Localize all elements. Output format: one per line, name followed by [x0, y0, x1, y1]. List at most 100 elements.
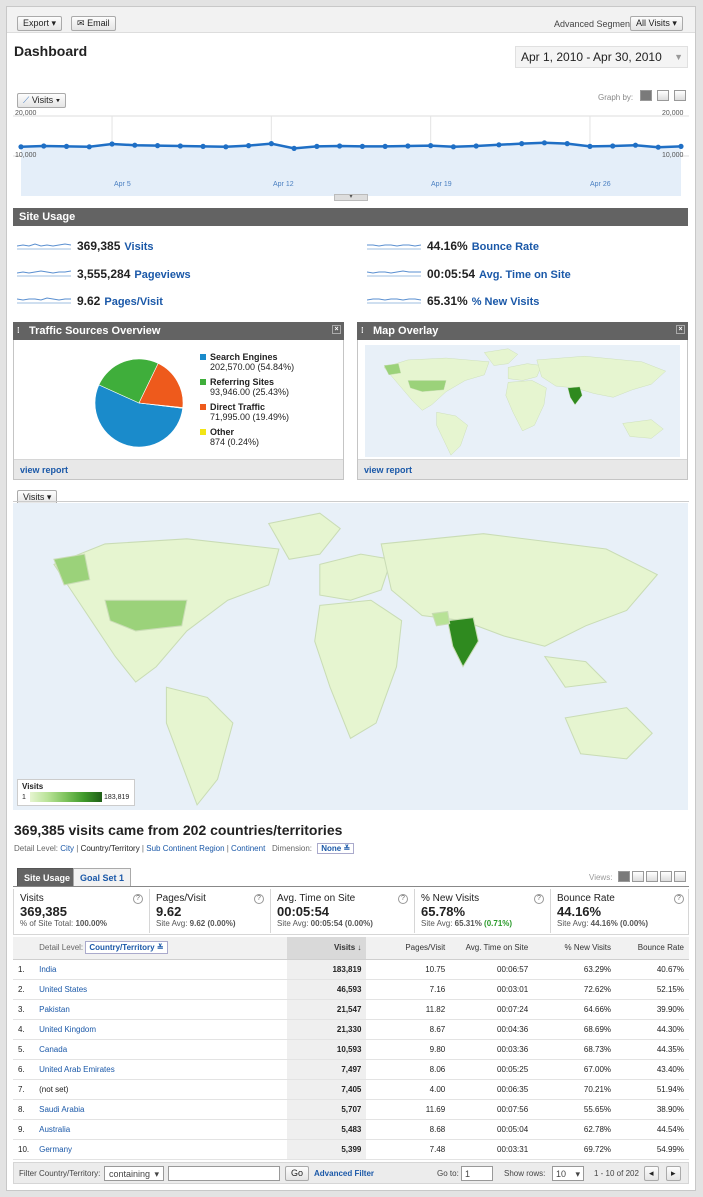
table-dimension-value: Country/Territory	[89, 943, 155, 953]
show-rows-select[interactable]: 10 ▾	[552, 1166, 584, 1181]
col-header-visits[interactable]: Visits ↓	[286, 937, 367, 960]
map-divider	[13, 501, 689, 502]
visits-point	[132, 142, 138, 148]
graph-by-month-icon[interactable]	[674, 90, 686, 101]
metric-avg-time-label[interactable]: Avg. Time on Site	[479, 269, 571, 281]
col-header-pages-per-visit[interactable]: Pages/Visit	[366, 937, 451, 960]
detail-subcontinent-link[interactable]: Sub Continent Region	[146, 844, 225, 853]
row-country-link[interactable]: Pakistan	[34, 999, 287, 1020]
legend-value: 202,570.00 (54.84%)	[210, 362, 295, 372]
help-icon[interactable]: ?	[674, 894, 684, 904]
row-pages-per-visit: 8.68	[366, 1119, 451, 1140]
email-button[interactable]: ✉ Email	[71, 16, 116, 31]
top-toolbar	[7, 7, 695, 33]
graph-metric-select[interactable]: ⟋ Visits ▾	[17, 93, 67, 108]
row-rank: 4.	[13, 1019, 35, 1040]
tab-goal-set-1[interactable]: Goal Set 1	[73, 868, 132, 886]
pie-slice-search-engines[interactable]	[94, 384, 184, 448]
row-new-visits: 72.62%	[533, 979, 617, 1000]
visits-series-line	[20, 141, 682, 150]
legend-name[interactable]: Direct Traffic	[210, 402, 266, 412]
x-label-apr12: Apr 12	[273, 181, 294, 188]
map-overlay-panel: ⁞ Map Overlay × view report	[357, 322, 688, 480]
dimension-select[interactable]: None ≚	[317, 843, 355, 854]
legend-name[interactable]: Search Engines	[210, 352, 278, 362]
view-comparison-icon[interactable]	[660, 871, 672, 882]
filter-go-button[interactable]: Go	[285, 1166, 310, 1181]
traffic-view-report-link[interactable]: view report	[20, 465, 69, 475]
row-country-link[interactable]: (not set)	[34, 1079, 287, 1100]
metric-bounce-rate-label[interactable]: Bounce Rate	[471, 241, 539, 253]
stat-visits: Visits 369,385% of Site Total: 100.00%?	[14, 889, 150, 933]
pie-slice-referring-sites[interactable]	[98, 358, 159, 404]
row-country-link[interactable]: United Arab Emirates	[34, 1059, 287, 1080]
world-map[interactable]	[13, 503, 688, 810]
row-country-link[interactable]: Germany	[34, 1139, 287, 1160]
row-country-link[interactable]: United States	[34, 979, 287, 1000]
legend-swatch	[200, 429, 206, 435]
graph-by-label: Graph by:	[598, 93, 634, 102]
metric-pages-per-visit-label[interactable]: Pages/Visit	[104, 296, 163, 308]
view-performance-icon[interactable]	[646, 871, 658, 882]
row-rank: 2.	[13, 979, 35, 1000]
metric-new-visits-label[interactable]: % New Visits	[471, 296, 540, 308]
filter-input[interactable]	[168, 1166, 280, 1181]
table-row: 4. United Kingdom 21,330 8.67 00:04:36 68.69%…	[13, 1019, 689, 1040]
row-country-link[interactable]: India	[34, 959, 287, 980]
prev-page-button[interactable]: ◂	[644, 1166, 659, 1181]
detail-city-link[interactable]: City	[60, 844, 75, 853]
detail-continent-link[interactable]: Continent	[231, 844, 266, 853]
legend-name[interactable]: Other	[210, 427, 235, 437]
drag-handle-icon[interactable]: ⁞	[361, 326, 364, 335]
map-view-report-link[interactable]: view report	[364, 465, 413, 475]
row-visits: 7,405	[286, 1079, 367, 1100]
row-country-link[interactable]: United Kingdom	[34, 1019, 287, 1040]
metric-visits-label[interactable]: Visits	[124, 241, 154, 253]
col-header-new-visits[interactable]: % New Visits	[533, 937, 617, 960]
row-bounce-rate: 52.15%	[616, 979, 689, 1000]
graph-collapse-handle[interactable]: ▾	[334, 194, 368, 201]
view-table-icon[interactable]	[618, 871, 630, 882]
col-header-avg-time[interactable]: Avg. Time on Site	[450, 937, 534, 960]
view-pivot-icon[interactable]	[674, 871, 686, 882]
visits-point	[268, 141, 274, 147]
map-legend-max: 183,819	[104, 794, 130, 801]
tab-site-usage[interactable]: Site Usage	[17, 868, 78, 886]
help-icon[interactable]: ?	[398, 894, 408, 904]
col-header-bounce-rate[interactable]: Bounce Rate	[616, 937, 689, 960]
legend-swatch	[200, 379, 206, 385]
next-page-button[interactable]: ▸	[666, 1166, 681, 1181]
segments-select[interactable]: All Visits ▾	[630, 16, 683, 31]
pageviews-sparkline	[17, 270, 71, 277]
drag-handle-icon[interactable]: ⁞	[17, 326, 20, 335]
row-rank: 9.	[13, 1119, 35, 1140]
row-avg-time: 00:03:36	[450, 1039, 534, 1060]
legend-referring-sites: Referring Sites 93,946.00 (25.43%)	[200, 377, 289, 397]
detail-country-current: Country/Territory	[80, 844, 140, 853]
row-country-link[interactable]: Canada	[34, 1039, 287, 1060]
filter-mode-select[interactable]: containing ▾	[104, 1166, 164, 1181]
metric-pageviews-label[interactable]: Pageviews	[134, 269, 191, 281]
legend-name[interactable]: Referring Sites	[210, 377, 275, 387]
advanced-filter-link[interactable]: Advanced Filter	[314, 1169, 375, 1178]
metric-new-visits: 65.31%% New Visits	[427, 294, 539, 308]
help-icon[interactable]: ?	[133, 894, 143, 904]
close-icon[interactable]: ×	[676, 325, 685, 334]
help-icon[interactable]: ?	[534, 894, 544, 904]
visits-point	[450, 144, 457, 150]
pie-slice-direct-traffic[interactable]	[138, 363, 184, 408]
row-country-link[interactable]: Australia	[34, 1119, 287, 1140]
graph-by-day-icon[interactable]	[640, 90, 652, 101]
row-avg-time: 00:03:01	[450, 979, 534, 1000]
pie-slice-other[interactable]	[138, 402, 184, 409]
goto-input[interactable]: 1	[461, 1166, 493, 1181]
mini-world-map[interactable]	[365, 345, 680, 457]
view-pie-icon[interactable]	[632, 871, 644, 882]
help-icon[interactable]: ?	[254, 894, 264, 904]
date-range-picker[interactable]: Apr 1, 2010 - Apr 30, 2010 ▼	[515, 46, 688, 68]
close-icon[interactable]: ×	[332, 325, 341, 334]
row-country-link[interactable]: Saudi Arabia	[34, 1099, 287, 1120]
export-button[interactable]: Export ▾	[17, 16, 63, 31]
table-dimension-select[interactable]: Country/Territory ≚	[85, 941, 168, 955]
graph-by-week-icon[interactable]	[657, 90, 669, 101]
